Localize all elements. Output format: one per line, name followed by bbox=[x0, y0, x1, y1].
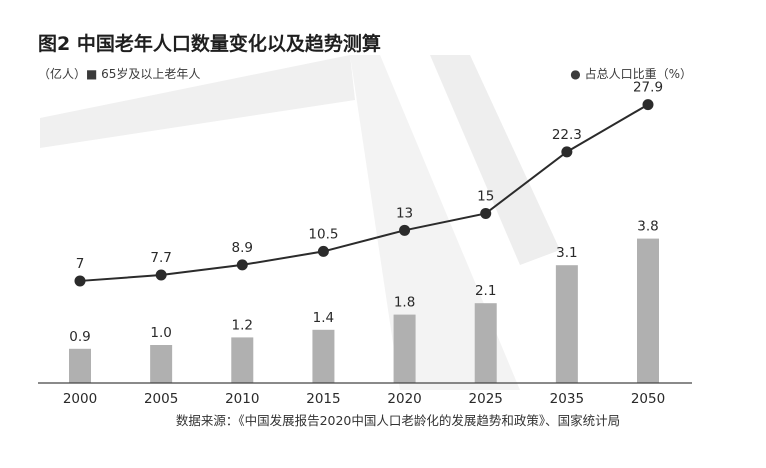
source-note: 数据来源：《中国发展报告2020中国人口老龄化的发展趋势和政策》、国家统计局 bbox=[176, 413, 620, 428]
bar-label-2000: 0.9 bbox=[69, 329, 90, 345]
line-legend-label: ● 占总人口比重（%） bbox=[570, 66, 692, 81]
line-point-label-2050: 27.9 bbox=[633, 80, 663, 96]
x-tick-2020: 2020 bbox=[387, 391, 421, 407]
bar-2015 bbox=[312, 329, 335, 383]
line-path bbox=[79, 103, 649, 282]
bar-label-2035: 3.1 bbox=[556, 245, 577, 261]
bar-label-2015: 1.4 bbox=[313, 310, 334, 326]
line-point-2035 bbox=[561, 146, 573, 158]
line-point-label-2025: 15 bbox=[477, 188, 494, 204]
line-point-label-2020: 13 bbox=[396, 205, 413, 221]
bar-label-2020: 1.8 bbox=[394, 295, 415, 311]
chart-title: 图2 中国老年人口数量变化以及趋势测算 bbox=[38, 32, 381, 55]
x-tick-2035: 2035 bbox=[550, 391, 584, 407]
bar-2000 bbox=[69, 348, 91, 383]
x-tick-2000: 2000 bbox=[63, 391, 97, 407]
x-tick-2015: 2015 bbox=[306, 391, 340, 407]
x-tick-2050: 2050 bbox=[631, 391, 665, 407]
bar-legend-label: （亿人）■ 65岁及以上老年人 bbox=[38, 66, 200, 81]
line-point-2020 bbox=[399, 224, 411, 236]
line-point-label-2010: 8.9 bbox=[232, 240, 253, 256]
bar-2020 bbox=[393, 314, 416, 383]
line-point-label-2005: 7.7 bbox=[150, 250, 171, 266]
x-tick-2005: 2005 bbox=[144, 391, 178, 407]
line-point-2050 bbox=[642, 99, 654, 111]
line-point-2005 bbox=[155, 269, 167, 281]
line-point-2010 bbox=[236, 259, 248, 271]
line-point-label-2000: 7 bbox=[76, 256, 85, 272]
line-point-label-2015: 10.5 bbox=[308, 226, 338, 242]
bar-series bbox=[69, 238, 659, 383]
line-value-labels: 7 7.7 8.9 10.5 13 15 22.3 27.9 bbox=[76, 80, 663, 272]
bar-2050 bbox=[637, 238, 659, 383]
line-point-2025 bbox=[480, 207, 492, 219]
bar-2035 bbox=[555, 265, 578, 383]
bar-label-2010: 1.2 bbox=[232, 317, 253, 333]
bar-label-2050: 3.8 bbox=[637, 219, 658, 235]
line-point-label-2035: 22.3 bbox=[552, 127, 582, 143]
x-axis-tick-labels: 2000 2005 2010 2015 2020 2025 2035 2050 bbox=[63, 391, 665, 407]
bar-label-2025: 2.1 bbox=[475, 283, 496, 299]
bar-label-2005: 1.0 bbox=[150, 325, 171, 341]
line-point-2000 bbox=[74, 275, 86, 287]
bar-2025 bbox=[474, 303, 497, 383]
x-tick-2010: 2010 bbox=[225, 391, 259, 407]
x-tick-2025: 2025 bbox=[469, 391, 503, 407]
bar-2010 bbox=[231, 337, 254, 383]
line-point-2015 bbox=[317, 245, 329, 257]
line-series bbox=[74, 99, 654, 287]
bar-2005 bbox=[150, 345, 173, 383]
bar-value-labels: 0.9 1.0 1.2 1.4 1.8 2.1 3.1 3.8 bbox=[69, 219, 658, 345]
